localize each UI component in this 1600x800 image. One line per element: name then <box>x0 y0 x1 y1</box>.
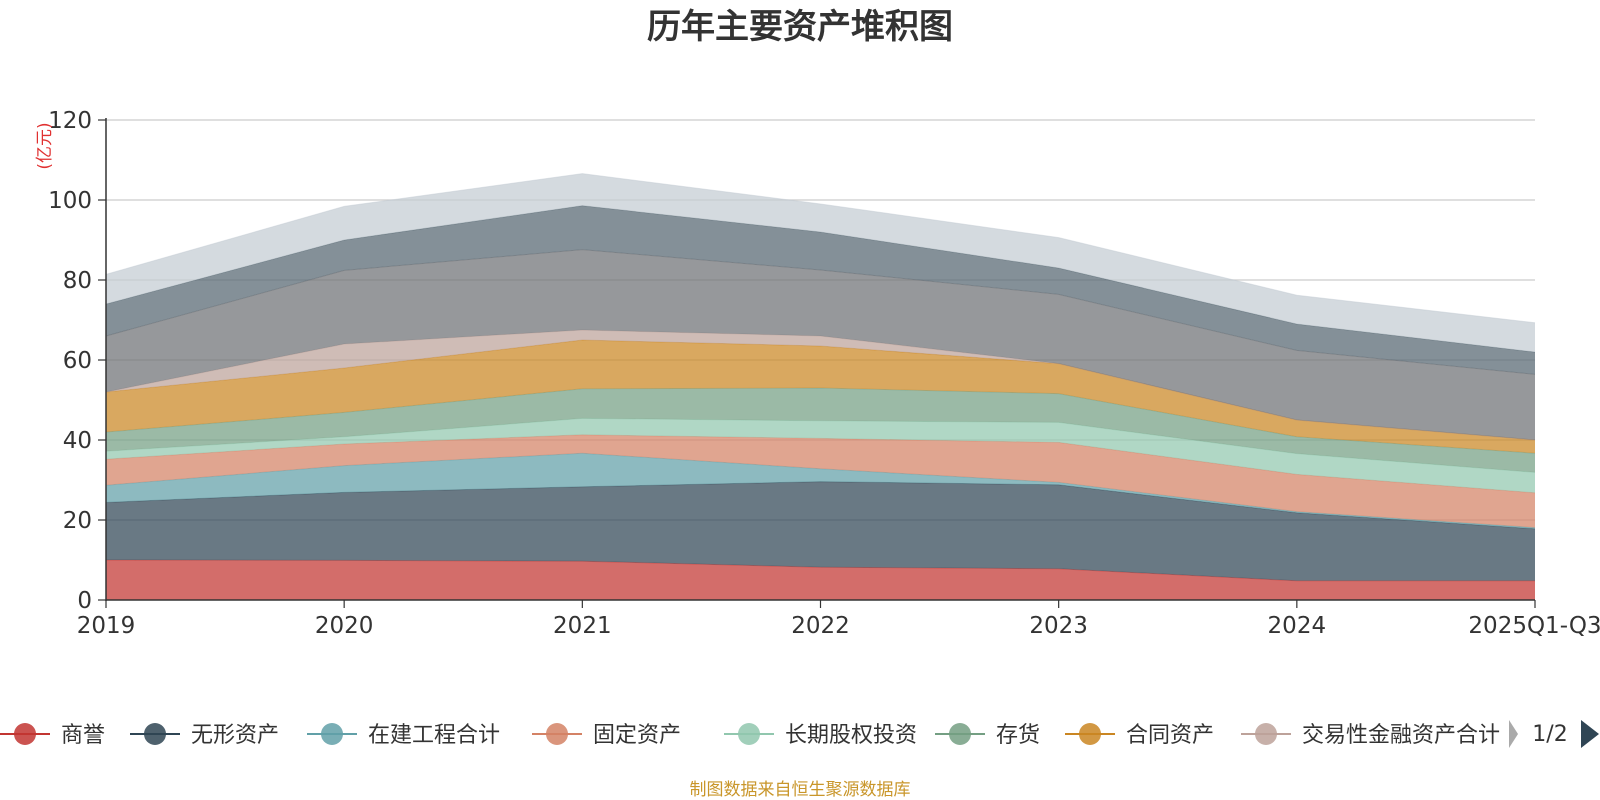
legend-circle-marker <box>144 723 166 745</box>
legend-item[interactable]: 在建工程合计 <box>307 723 500 748</box>
legend-pager: 1/2 <box>1509 720 1599 748</box>
x-tick-label: 2022 <box>791 613 850 639</box>
legend-circle-marker <box>321 723 343 745</box>
area-series-line-11 <box>105 173 1536 324</box>
x-tick-label: 2025Q1-Q3 <box>1468 613 1600 639</box>
area-series-9[interactable] <box>106 249 1535 440</box>
area-series-11[interactable] <box>106 173 1535 352</box>
legend-circle-marker <box>14 723 36 745</box>
legend-circle-marker <box>738 723 760 745</box>
y-axis-unit-label: (亿元) <box>35 122 55 169</box>
area-series-4[interactable] <box>106 434 1535 528</box>
y-tick-label: 40 <box>63 428 92 454</box>
legend-label: 存货 <box>996 723 1040 748</box>
legend-item[interactable]: 存货 <box>935 723 1040 748</box>
area-series-3[interactable] <box>106 453 1535 529</box>
legend-circle-marker <box>949 723 971 745</box>
legend-item[interactable]: 固定资产 <box>532 723 681 748</box>
x-ticks: 2019 2020 2021 2022 2023 2024 2025Q1-Q3 <box>77 600 1600 639</box>
y-ticks: 0 20 40 60 80 100 120 <box>48 108 106 614</box>
area-series-5[interactable] <box>106 418 1535 493</box>
legend-label: 交易性金融资产合计 <box>1302 723 1500 748</box>
x-tick-label: 2023 <box>1029 613 1088 639</box>
area-series-2[interactable] <box>106 481 1535 581</box>
chart-title: 历年主要资产堆积图 <box>647 7 953 47</box>
area-series-10[interactable] <box>106 205 1535 375</box>
x-tick-label: 2019 <box>77 613 136 639</box>
legend-prev-arrow-icon[interactable] <box>1509 720 1518 748</box>
y-tick-label: 100 <box>48 188 92 214</box>
legend-page-indicator: 1/2 <box>1532 722 1567 747</box>
legend-label: 固定资产 <box>593 723 681 748</box>
y-tick-label: 20 <box>63 508 92 534</box>
legend-item[interactable]: 长期股权投资 <box>724 723 917 748</box>
legend-item[interactable]: 交易性金融资产合计 <box>1241 723 1500 748</box>
area-series <box>105 173 1536 600</box>
legend-item[interactable]: 合同资产 <box>1065 723 1214 748</box>
legend-label: 商誉 <box>61 723 105 748</box>
legend-label: 合同资产 <box>1126 723 1214 748</box>
legend: 商誉 无形资产 在建工程合计 固定资产 长期股权投资 存货 合同资产 交易性金融资产合计 <box>0 723 1500 748</box>
legend-next-arrow-icon[interactable] <box>1581 720 1599 748</box>
legend-circle-marker <box>1255 723 1277 745</box>
legend-circle-marker <box>546 723 568 745</box>
x-tick-label: 2020 <box>315 613 374 639</box>
legend-circle-marker <box>1079 723 1101 745</box>
legend-label: 在建工程合计 <box>368 723 500 748</box>
area-series-6[interactable] <box>106 388 1535 473</box>
x-tick-label: 2021 <box>553 613 612 639</box>
y-tick-label: 80 <box>63 268 92 294</box>
y-tick-label: 120 <box>48 108 92 134</box>
legend-label: 长期股权投资 <box>785 723 917 748</box>
x-tick-label: 2024 <box>1268 613 1327 639</box>
data-source-note: 制图数据来自恒生聚源数据库 <box>690 780 911 800</box>
area-series-1[interactable] <box>106 560 1535 600</box>
y-tick-label: 0 <box>77 588 92 614</box>
legend-label: 无形资产 <box>191 723 279 748</box>
y-tick-label: 60 <box>63 348 92 374</box>
legend-item[interactable]: 无形资产 <box>130 723 279 748</box>
legend-item[interactable]: 商誉 <box>0 723 105 748</box>
area-series-7[interactable] <box>106 340 1535 454</box>
